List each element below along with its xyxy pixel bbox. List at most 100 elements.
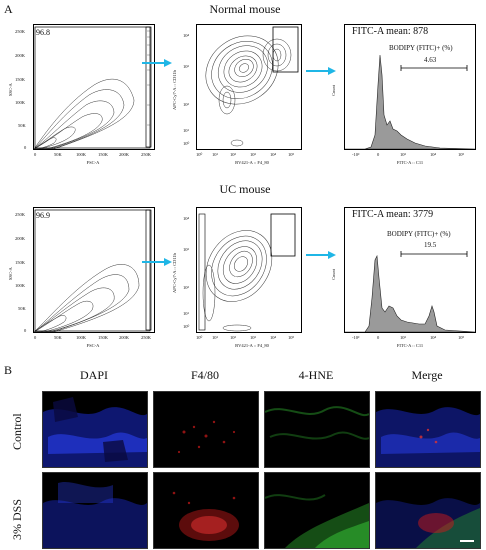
xtick: 50K xyxy=(54,335,62,340)
xtick: 10⁵ xyxy=(458,335,465,340)
ytick: 10¹ xyxy=(183,128,189,133)
ytick: 10⁰ xyxy=(183,141,190,146)
uc-f480-cd11b-plot xyxy=(196,207,302,333)
col-header-dapi: DAPI xyxy=(79,368,108,382)
xtick: -10³ xyxy=(352,152,360,157)
control-dapi-image xyxy=(42,391,148,468)
normal-fitc-histogram xyxy=(344,24,476,150)
uc-fsc-ssc-plot xyxy=(33,207,155,333)
control-4hne-image xyxy=(264,391,370,468)
uc-bodipy-gate-bar xyxy=(400,251,468,257)
xtick: 10⁴ xyxy=(430,335,437,340)
xtick: 150K xyxy=(98,152,108,157)
ytick: 100K xyxy=(15,100,25,105)
row-header-control: Control xyxy=(10,413,24,450)
xtick: 10⁴ xyxy=(430,152,437,157)
xtick: 10³ xyxy=(250,152,256,157)
arrow-right-icon xyxy=(142,59,172,67)
xtick: 0 xyxy=(34,152,37,157)
normal-fitc-axis-label: FITC-A :: C11 xyxy=(396,160,424,165)
xtick: -10³ xyxy=(352,335,360,340)
uc-ssc-axis-label: SSC-A xyxy=(8,267,13,280)
normal-fsc-ssc-contour xyxy=(34,26,152,149)
xtick: 10³ xyxy=(400,152,406,157)
ytick: 0 xyxy=(24,328,27,333)
normal-fitc-mean: FITC-A mean: 878 xyxy=(352,26,429,37)
col-header-merge: Merge xyxy=(411,368,443,382)
ytick: 10⁰ xyxy=(183,324,190,329)
ytick: 250K xyxy=(15,29,25,34)
ytick: 150K xyxy=(15,260,25,265)
xtick: 100K xyxy=(76,335,86,340)
normal-cd11b-axis-label: APC-Cy7-A :: CD11b xyxy=(172,70,177,110)
normal-ssc-axis-label: SSC-A xyxy=(8,83,13,96)
panel-b-label: B xyxy=(4,363,13,377)
xtick: 10⁵ xyxy=(288,335,295,340)
xtick: 10⁵ xyxy=(288,152,295,157)
xtick: 10⁴ xyxy=(270,335,277,340)
ytick: 10¹ xyxy=(183,311,189,316)
uc-fitc-axis-label: FITC-A :: C11 xyxy=(396,343,424,348)
ytick: 50K xyxy=(18,306,26,311)
uc-fitc-histogram-curve xyxy=(345,254,475,332)
uc-f480-axis-label: BV421-A :: F4_80 xyxy=(235,343,269,348)
normal-f480-axis-label: BV421-A :: F4_80 xyxy=(235,160,269,165)
uc-fsc-ssc-contour xyxy=(34,209,152,332)
xtick: 10¹ xyxy=(212,152,218,157)
ytick: 10³ xyxy=(183,64,189,69)
xtick: 200K xyxy=(119,335,129,340)
xtick: 10⁰ xyxy=(196,335,203,340)
uc-cd11b-axis-label: APC-Cy7-A :: CD11b xyxy=(172,253,177,293)
ytick: 10² xyxy=(183,285,189,290)
xtick: 10⁴ xyxy=(270,152,277,157)
xtick: 10¹ xyxy=(212,335,218,340)
xtick: 0 xyxy=(34,335,37,340)
xtick: 10⁵ xyxy=(458,152,465,157)
xtick: 250K xyxy=(141,335,151,340)
row-header-dss: 3% DSS xyxy=(10,498,24,540)
uc-bodipy-label: BODIPY (FITC)+ (%) xyxy=(387,230,451,238)
ytick: 10⁴ xyxy=(183,216,190,221)
normal-gate1-value: 96.8 xyxy=(36,28,50,37)
dss-dapi-image xyxy=(42,472,148,549)
normal-f480-cd11b-plot xyxy=(196,24,302,150)
control-f480-image xyxy=(153,391,259,468)
xtick: 10² xyxy=(230,335,236,340)
normal-bodipy-gate-bar xyxy=(400,65,468,71)
normal-bodipy-label: BODIPY (FITC)+ (%) xyxy=(389,44,453,52)
xtick: 50K xyxy=(54,152,62,157)
ytick: 10² xyxy=(183,102,189,107)
normal-mouse-title: Normal mouse xyxy=(209,2,281,16)
uc-fitc-histogram xyxy=(344,207,476,333)
col-header-4hne: 4-HNE xyxy=(298,368,334,382)
ytick: 10³ xyxy=(183,247,189,252)
xtick: 100K xyxy=(76,152,86,157)
xtick: 10⁰ xyxy=(196,152,203,157)
normal-fsc-ssc-plot xyxy=(33,24,155,150)
normal-f480-cd11b-contour xyxy=(205,26,299,147)
normal-count-axis-label: Count xyxy=(331,84,336,96)
normal-fitc-histogram-curve xyxy=(345,54,475,149)
uc-f480-cd11b-contour xyxy=(198,213,296,332)
uc-bodipy-value: 19.5 xyxy=(424,241,437,249)
xtick: 200K xyxy=(119,152,129,157)
arrow-right-icon xyxy=(142,258,172,266)
normal-fsc-axis-label: FSC-A xyxy=(86,160,100,165)
xtick: 10³ xyxy=(250,335,256,340)
xtick: 0 xyxy=(377,152,380,157)
dss-4hne-image xyxy=(264,472,370,549)
control-merge-image xyxy=(375,391,481,468)
xtick: 0 xyxy=(377,335,380,340)
ytick: 50K xyxy=(18,123,26,128)
uc-gate1-value: 96.9 xyxy=(36,211,50,220)
ytick: 10⁴ xyxy=(183,33,190,38)
ytick: 200K xyxy=(15,236,25,241)
ytick: 150K xyxy=(15,77,25,82)
dss-f480-image xyxy=(153,472,259,549)
uc-mouse-title: UC mouse xyxy=(219,182,271,196)
ytick: 0 xyxy=(24,145,27,150)
panel-a-label: A xyxy=(4,2,13,16)
ytick: 200K xyxy=(15,53,25,58)
xtick: 250K xyxy=(141,152,151,157)
col-header-f480: F4/80 xyxy=(190,368,219,382)
